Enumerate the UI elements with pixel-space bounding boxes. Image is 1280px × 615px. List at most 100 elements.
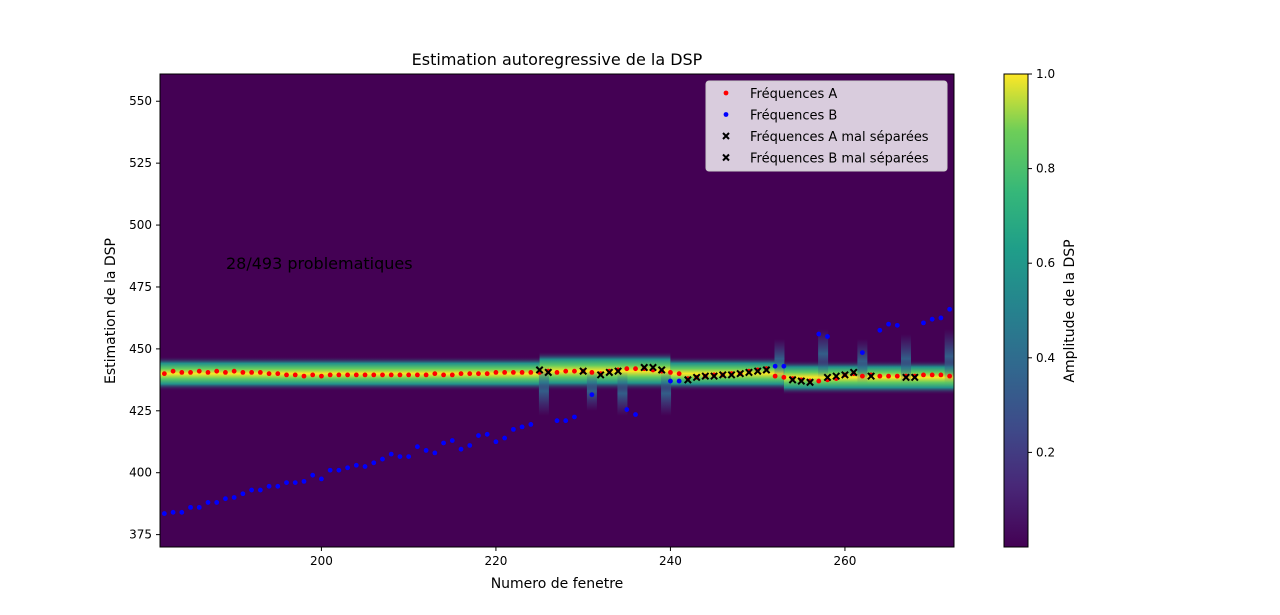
- cross-frequences-a-mal-separees: [727, 370, 736, 379]
- point-frequences-b: [257, 487, 263, 493]
- point-frequences-b: [319, 476, 324, 482]
- point-frequences-a: [563, 368, 569, 374]
- point-frequences-b: [772, 363, 778, 369]
- point-frequences-b: [388, 451, 394, 457]
- point-frequences-a: [449, 372, 455, 378]
- cross-frequences-a-mal-separees: [867, 372, 876, 381]
- point-frequences-a: [781, 374, 787, 380]
- cross-frequences-a-mal-separees: [640, 363, 649, 372]
- point-frequences-a: [214, 368, 220, 374]
- x-axis-label: Numero de fenetre: [491, 576, 624, 592]
- heatmap-spike-7: [901, 334, 912, 384]
- point-frequences-b: [188, 504, 193, 510]
- point-frequences-a: [196, 368, 202, 374]
- legend-marker: [722, 132, 730, 140]
- heatmap-spike-8: [944, 329, 954, 384]
- point-frequences-a: [275, 371, 281, 377]
- cross-frequences-a-mal-separees: [683, 375, 692, 384]
- point-frequences-a: [877, 373, 883, 379]
- cross-frequences-a-mal-separees: [806, 378, 814, 387]
- point-frequences-b: [676, 378, 682, 384]
- point-frequences-b: [397, 454, 403, 460]
- point-frequences-a: [441, 372, 446, 378]
- point-frequences-b: [528, 422, 534, 427]
- point-frequences-b: [231, 495, 237, 500]
- point-frequences-b: [825, 334, 830, 339]
- point-frequences-a: [467, 371, 473, 377]
- point-frequences-a: [310, 372, 316, 378]
- point-frequences-a: [528, 370, 534, 375]
- point-frequences-b: [380, 456, 385, 462]
- point-frequences-b: [493, 439, 499, 445]
- point-frequences-b: [859, 350, 865, 355]
- point-frequences-b: [275, 483, 281, 489]
- point-frequences-a: [257, 370, 263, 375]
- point-frequences-b: [205, 500, 211, 505]
- point-frequences-a: [249, 370, 255, 375]
- cross-frequences-a-mal-separees: [535, 366, 544, 374]
- point-frequences-b: [886, 321, 891, 327]
- point-frequences-a: [414, 372, 420, 378]
- heatmap-spike-4: [774, 338, 785, 379]
- point-frequences-b: [554, 418, 560, 424]
- cross-frequences-a-mal-separees: [692, 373, 701, 382]
- heatmap-spike-3: [661, 371, 672, 416]
- point-frequences-a: [380, 372, 385, 378]
- point-frequences-a: [589, 370, 595, 375]
- legend-marker: [723, 112, 729, 117]
- cross-frequences-a-mal-separees: [745, 368, 753, 377]
- point-frequences-a: [266, 371, 272, 377]
- point-frequences-b: [816, 331, 822, 337]
- point-frequences-a: [676, 371, 682, 377]
- cross-frequences-a-mal-separees: [762, 366, 771, 374]
- point-frequences-b: [449, 438, 455, 443]
- point-frequences-a: [859, 373, 865, 379]
- chart-title: Estimation autoregressive de la DSP: [412, 50, 703, 69]
- point-frequences-b: [633, 412, 638, 417]
- y-tick-label: 375: [129, 528, 152, 542]
- point-frequences-a: [362, 372, 368, 378]
- heatmap-band-0: [160, 356, 540, 391]
- point-frequences-a: [388, 372, 394, 378]
- point-frequences-a: [292, 372, 298, 378]
- point-frequences-a: [894, 373, 900, 379]
- point-frequences-a: [205, 370, 211, 375]
- point-frequences-b: [327, 467, 333, 473]
- point-frequences-a: [668, 370, 673, 375]
- point-frequences-b: [310, 472, 316, 478]
- legend-label: Fréquences B: [750, 109, 837, 124]
- heatmap-spike-2: [617, 371, 628, 416]
- point-frequences-b: [877, 327, 883, 333]
- data-layer: [161, 306, 953, 516]
- point-frequences-b: [484, 431, 490, 437]
- colorbar-tick-label: 1.0: [1036, 67, 1055, 81]
- point-frequences-b: [336, 467, 342, 473]
- legend-marker: [723, 90, 729, 96]
- point-frequences-a: [327, 372, 333, 378]
- y-tick-label: 525: [129, 156, 152, 170]
- cross-frequences-a-mal-separees: [605, 368, 614, 377]
- point-frequences-a: [572, 368, 577, 374]
- point-frequences-a: [188, 370, 193, 375]
- point-frequences-b: [947, 306, 953, 312]
- colorbar-tick-label: 0.6: [1036, 256, 1055, 270]
- point-frequences-b: [502, 435, 508, 441]
- point-frequences-b: [432, 450, 438, 456]
- point-frequences-a: [423, 372, 429, 378]
- cross-frequences-a-mal-separees: [579, 367, 588, 376]
- point-frequences-a: [772, 373, 778, 379]
- cross-frequences-a-mal-separees: [797, 377, 806, 385]
- point-frequences-b: [414, 444, 420, 450]
- heatmap-spike-5: [818, 329, 829, 379]
- y-tick-label: 500: [129, 218, 152, 232]
- point-frequences-b: [467, 443, 473, 448]
- point-frequences-b: [938, 315, 944, 321]
- point-frequences-a: [284, 372, 289, 378]
- heatmap-spike-6: [857, 338, 868, 384]
- y-tick-label: 550: [129, 94, 152, 108]
- x-tick-label: 260: [833, 554, 856, 568]
- cross-frequences-a-mal-separees: [701, 372, 710, 381]
- cross-frequences-a-mal-separees: [753, 367, 762, 376]
- point-frequences-a: [633, 366, 638, 372]
- point-frequences-b: [441, 440, 446, 446]
